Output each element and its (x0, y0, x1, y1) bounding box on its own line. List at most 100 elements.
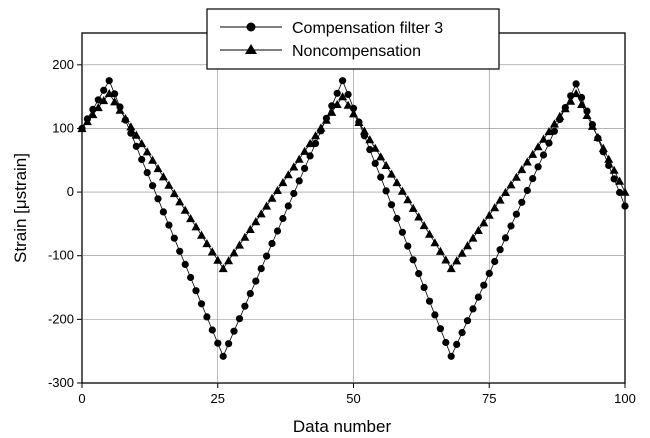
data-point (289, 162, 299, 171)
data-point (93, 103, 103, 112)
data-point (484, 210, 494, 219)
data-point (256, 209, 266, 218)
data-point (203, 313, 211, 321)
y-tick-label: -100 (48, 248, 74, 263)
series-layer (77, 77, 630, 360)
data-point (441, 255, 451, 264)
data-point (120, 114, 130, 123)
data-point (104, 89, 114, 98)
data-point (344, 90, 352, 99)
data-point (587, 121, 597, 130)
data-point (138, 155, 146, 164)
x-tick-label: 75 (482, 391, 496, 406)
data-point (230, 327, 238, 335)
data-point (610, 175, 618, 183)
data-point (485, 269, 493, 277)
data-point (620, 187, 630, 196)
data-point (534, 163, 542, 171)
data-point (321, 115, 331, 124)
data-point (149, 182, 157, 190)
data-point (474, 293, 482, 301)
data-point (529, 175, 537, 183)
data-point (452, 256, 462, 265)
data-point (512, 210, 521, 218)
data-point (398, 228, 406, 236)
data-point (284, 202, 292, 210)
data-point (305, 139, 315, 148)
data-point (458, 329, 466, 337)
data-point (495, 195, 505, 204)
data-point (262, 201, 272, 210)
data-point (501, 187, 510, 196)
data-point (197, 230, 206, 239)
data-point (142, 147, 152, 156)
data-point (300, 146, 310, 155)
data-point (132, 142, 140, 150)
data-point (463, 317, 472, 325)
data-point (176, 247, 184, 255)
x-tick-label: 50 (346, 391, 360, 406)
data-point (621, 202, 629, 210)
data-point (582, 110, 592, 119)
data-point (571, 89, 581, 98)
data-point (181, 260, 189, 268)
data-point (153, 164, 163, 173)
data-point (414, 212, 424, 221)
data-point (522, 157, 532, 166)
data-point (446, 264, 456, 273)
data-point (208, 326, 216, 334)
data-point (544, 127, 554, 136)
data-point (94, 96, 102, 104)
data-point (555, 111, 565, 120)
data-point (191, 222, 201, 231)
data-point (207, 247, 217, 256)
data-point (468, 233, 478, 242)
data-point (89, 105, 97, 113)
data-point (572, 80, 580, 88)
data-point (479, 218, 489, 227)
data-point (105, 77, 113, 85)
data-point (252, 277, 260, 285)
data-point (158, 172, 168, 181)
data-point (605, 161, 613, 169)
data-point (100, 86, 108, 94)
data-point (137, 139, 147, 148)
y-tick-label: -300 (48, 375, 74, 390)
data-point (213, 255, 223, 264)
data-point (393, 214, 401, 223)
legend-box (206, 8, 500, 70)
data-point (511, 172, 521, 181)
data-point (327, 107, 337, 116)
data-point (409, 256, 417, 264)
data-point (235, 315, 244, 323)
data-point (224, 256, 234, 265)
data-point (294, 154, 304, 163)
y-tick-label: 0 (67, 184, 74, 199)
legend-label-noncompensation: Noncompensation (292, 43, 421, 60)
data-point (469, 305, 477, 313)
data-point (235, 240, 244, 249)
data-point (263, 252, 271, 260)
data-point (273, 185, 282, 194)
data-point (566, 96, 576, 105)
data-point (506, 180, 516, 189)
y-axis-title: Strain [μstrain] (11, 153, 30, 263)
data-point (186, 214, 196, 223)
data-point (77, 124, 87, 133)
axis-ticks: -300 -200 -100 0 100 200 0 25 50 75 100 (48, 57, 636, 406)
data-point (88, 110, 98, 119)
data-point (387, 169, 396, 178)
data-point (392, 178, 402, 187)
data-point (415, 270, 423, 278)
data-point (311, 139, 320, 147)
data-point (273, 227, 282, 235)
legend: Compensation filter 3 Noncompensation (206, 8, 500, 70)
data-point (268, 239, 276, 248)
data-point (187, 273, 195, 282)
data-point (225, 340, 233, 348)
data-point (165, 221, 173, 229)
data-point (528, 149, 538, 158)
data-point (457, 248, 467, 257)
data-point (257, 265, 265, 273)
